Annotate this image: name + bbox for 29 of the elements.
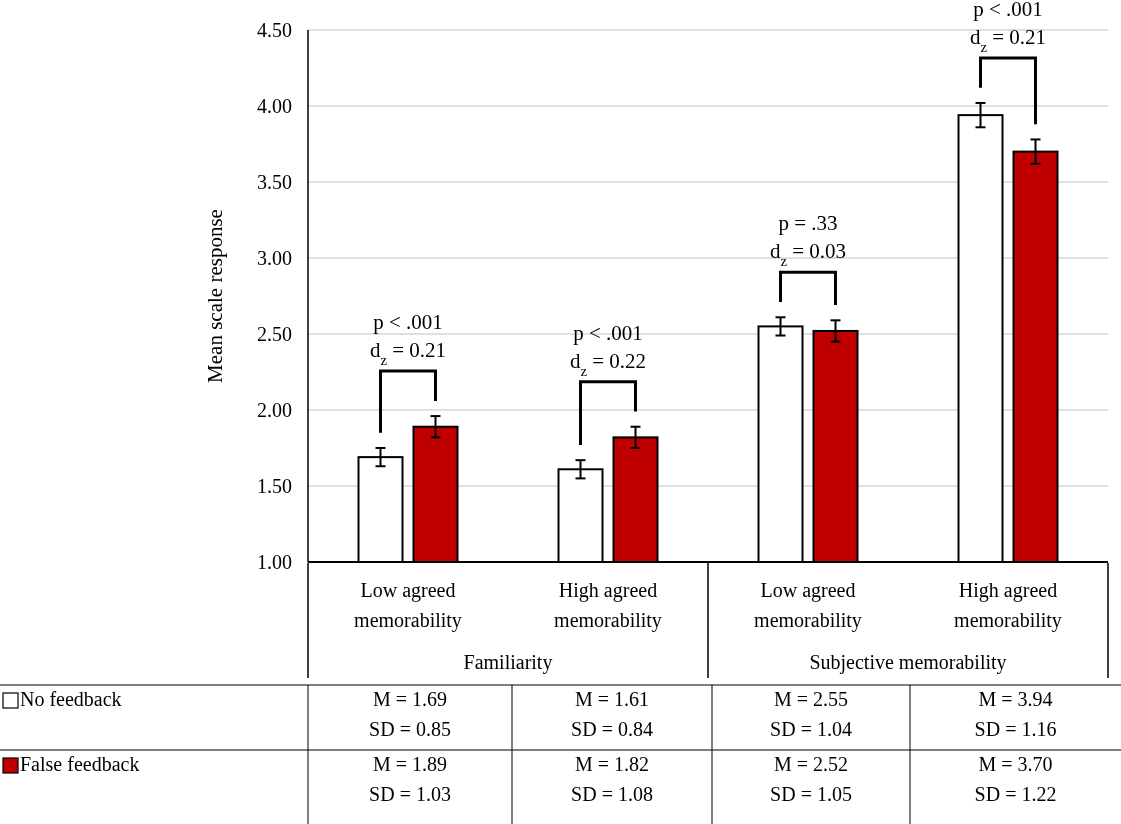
data-label: M = 1.82 SD = 1.08	[571, 753, 653, 805]
data-label: M = 1.89 SD = 1.03	[369, 753, 451, 805]
y-tick-label: 4.50	[257, 19, 292, 41]
annotation: p < .001 d$_{z}$ = 0.21	[369, 310, 447, 369]
text: Familiarity	[463, 651, 553, 674]
data-label: M = 2.55 SD = 1.04	[770, 688, 852, 740]
annotation: p < .001 d$_{z}$ = 0.22	[569, 320, 647, 379]
annotation: p < .001 d$_{z}$ = 0.21	[969, 0, 1047, 55]
y-tick-label: 2.50	[257, 323, 292, 345]
x-tick-label: High agreed memorability	[954, 579, 1062, 632]
legend-label: No feedback	[20, 688, 122, 710]
legend-label: False feedback	[20, 753, 140, 775]
data-label: M = 3.70 SD = 1.22	[974, 753, 1057, 805]
x-tick-label: High agreed memorability	[554, 579, 662, 632]
data-label: M = 2.52 SD = 1.05	[770, 753, 852, 805]
y-tick-label: 1.00	[257, 551, 292, 573]
y-tick-label: 4.00	[257, 95, 292, 117]
annotation: p = .33 d$_{z}$ = 0.03	[769, 211, 847, 270]
x-tick-label: Low agreed memorability	[754, 579, 862, 632]
y-tick-label: 3.00	[257, 247, 292, 269]
y-axis-title: Mean scale response	[203, 209, 227, 383]
y-tick-label: 3.50	[257, 171, 292, 193]
x-tick-label: Low agreed memorability	[354, 579, 462, 632]
data-label: M = 1.69 SD = 0.85	[369, 688, 451, 740]
y-tick-label: 1.50	[257, 475, 292, 497]
y-tick-label: 2.00	[257, 399, 292, 421]
data-label: M = 1.61 SD = 0.84	[571, 688, 653, 740]
text: Subjective memorability	[809, 651, 1007, 674]
data-label: M = 3.94 SD = 1.16	[974, 688, 1057, 740]
